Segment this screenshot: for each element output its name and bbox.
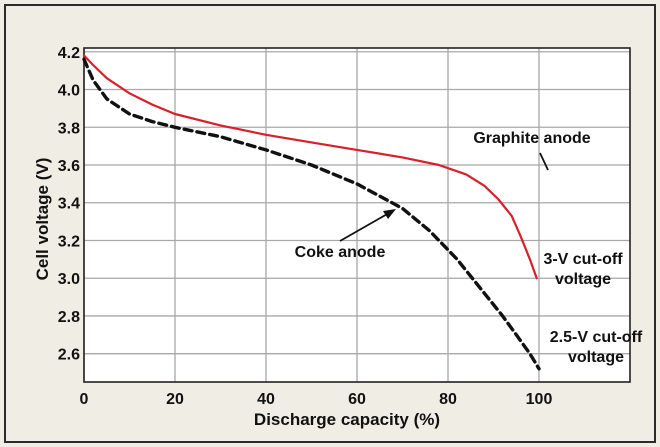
y-axis-label: Cell voltage (V) bbox=[33, 158, 52, 281]
y-tick-label: 2.8 bbox=[58, 309, 80, 326]
plot-frame bbox=[83, 47, 631, 383]
y-tick-label: 3.4 bbox=[58, 196, 80, 213]
series-group bbox=[82, 54, 541, 371]
y-tick-label: 4.2 bbox=[58, 45, 80, 62]
cutoff-25v-label: 2.5-V cut-off bbox=[550, 329, 643, 346]
x-tick-label: 40 bbox=[257, 391, 275, 408]
x-tick-label: 0 bbox=[80, 391, 89, 408]
coke-anode-line bbox=[82, 57, 541, 371]
grid-lines bbox=[83, 48, 630, 382]
y-tick-label: 3.6 bbox=[58, 158, 80, 175]
x-axis-label: Discharge capacity (%) bbox=[254, 410, 440, 429]
chart-border bbox=[4, 4, 656, 443]
graphite-anode-line bbox=[82, 54, 538, 280]
cutoff-25v-label: voltage bbox=[568, 349, 624, 366]
y-tick-label: 3.8 bbox=[58, 120, 80, 137]
x-tick-label: 100 bbox=[526, 391, 553, 408]
graphite-anode-label: Graphite anode bbox=[473, 130, 590, 147]
coke-anode-label: Coke anode bbox=[295, 244, 386, 261]
y-tick-label: 4.0 bbox=[58, 83, 80, 100]
x-tick-label: 20 bbox=[166, 391, 184, 408]
y-tick-label: 3.0 bbox=[58, 271, 80, 288]
x-tick-label: 80 bbox=[439, 391, 457, 408]
axes bbox=[83, 47, 631, 383]
coke-arrow-head bbox=[383, 209, 396, 219]
annotations: Graphite anode Coke anode 3-V cut-off volta… bbox=[295, 130, 643, 366]
cutoff-3v-label: voltage bbox=[555, 271, 611, 288]
tick-labels: 0 20 40 60 80 100 2.6 2.8 3.0 3.2 3.4 3.6 3.8 4.0 4.2 bbox=[58, 45, 553, 408]
cutoff-3v-label: 3-V cut-off bbox=[543, 251, 623, 268]
coke-leader-line bbox=[339, 212, 390, 242]
y-tick-label: 3.2 bbox=[58, 233, 80, 250]
graphite-leader-line bbox=[539, 152, 549, 171]
x-tick-label: 60 bbox=[348, 391, 366, 408]
y-tick-label: 2.6 bbox=[58, 347, 80, 364]
